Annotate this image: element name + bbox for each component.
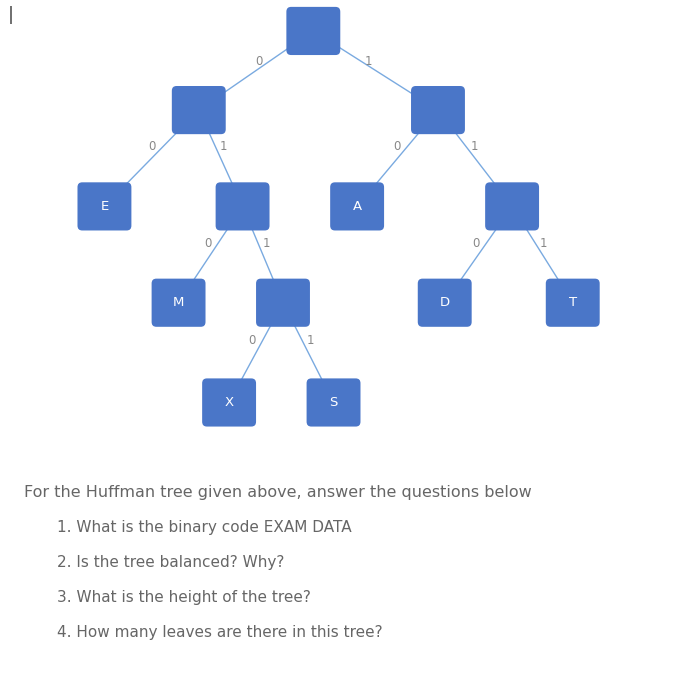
Text: M: M: [173, 297, 185, 309]
Text: 1: 1: [220, 140, 227, 153]
Text: 0: 0: [248, 334, 256, 347]
Text: 0: 0: [149, 140, 156, 153]
FancyBboxPatch shape: [256, 279, 310, 327]
Text: 1: 1: [539, 237, 547, 250]
FancyBboxPatch shape: [411, 86, 465, 134]
Text: A: A: [353, 200, 362, 213]
Text: 4. How many leaves are there in this tree?: 4. How many leaves are there in this tre…: [57, 625, 383, 641]
FancyBboxPatch shape: [78, 182, 131, 230]
FancyBboxPatch shape: [418, 279, 472, 327]
Text: 0: 0: [256, 54, 263, 67]
Text: For the Huffman tree given above, answer the questions below: For the Huffman tree given above, answer…: [24, 485, 531, 500]
FancyBboxPatch shape: [151, 279, 206, 327]
FancyBboxPatch shape: [202, 378, 256, 427]
Text: 0: 0: [393, 140, 400, 153]
FancyBboxPatch shape: [216, 182, 270, 230]
Text: E: E: [100, 200, 109, 213]
FancyBboxPatch shape: [172, 86, 226, 134]
Text: 1. What is the binary code EXAM DATA: 1. What is the binary code EXAM DATA: [57, 520, 352, 535]
Text: 3. What is the height of the tree?: 3. What is the height of the tree?: [57, 590, 311, 605]
Text: 1: 1: [470, 140, 478, 153]
Text: |: |: [8, 6, 14, 23]
FancyBboxPatch shape: [287, 7, 340, 55]
FancyBboxPatch shape: [330, 182, 384, 230]
Text: T: T: [569, 297, 577, 309]
Text: 0: 0: [472, 237, 479, 250]
Text: 1: 1: [365, 54, 372, 67]
FancyBboxPatch shape: [485, 182, 539, 230]
Text: S: S: [329, 396, 338, 409]
Text: X: X: [224, 396, 234, 409]
Text: 1: 1: [262, 237, 270, 250]
Text: 2. Is the tree balanced? Why?: 2. Is the tree balanced? Why?: [57, 555, 285, 570]
FancyBboxPatch shape: [307, 378, 360, 427]
Text: D: D: [439, 297, 450, 309]
Text: 1: 1: [306, 334, 314, 347]
FancyBboxPatch shape: [546, 279, 600, 327]
Text: 0: 0: [203, 237, 211, 250]
